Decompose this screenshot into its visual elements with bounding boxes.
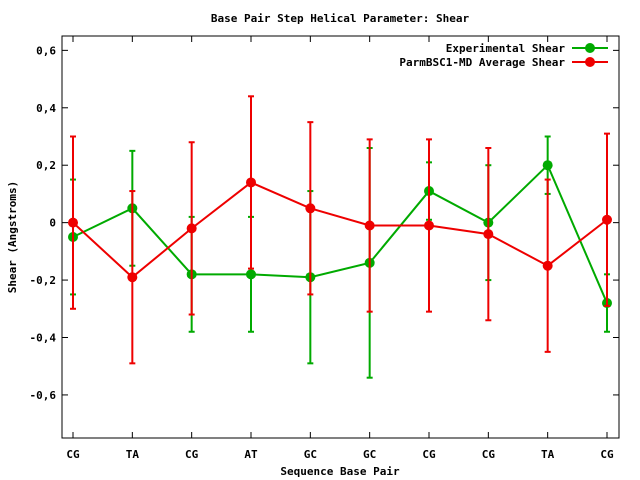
legend-label: ParmBSC1-MD Average Shear [399, 56, 565, 69]
data-point [68, 217, 78, 228]
y-tick-label: -0,4 [30, 332, 57, 345]
x-tick-label: CG [185, 448, 199, 461]
legend-label: Experimental Shear [446, 42, 566, 55]
legend-marker [585, 43, 595, 53]
data-point [246, 269, 256, 280]
y-tick-label: 0,6 [36, 44, 56, 57]
data-point [246, 177, 256, 188]
x-tick-label: CG [422, 448, 436, 461]
series-line [72, 181, 608, 279]
plot-area [68, 95, 612, 379]
y-tick-label: 0 [49, 217, 56, 230]
x-tick-label: CG [66, 448, 80, 461]
x-tick-label: TA [541, 448, 555, 461]
y-axis-label: Shear (Angstroms) [6, 181, 19, 294]
x-tick-label: CG [482, 448, 496, 461]
chart-title: Base Pair Step Helical Parameter: Shear [211, 12, 470, 25]
y-tick-label: -0,2 [30, 274, 57, 287]
data-point [305, 203, 316, 214]
x-tick-label: GC [363, 448, 376, 461]
data-point [602, 214, 612, 225]
legend-marker [585, 57, 595, 67]
data-point [127, 272, 138, 283]
series-2 [68, 95, 612, 365]
x-tick-label: GC [304, 448, 317, 461]
x-axis-ticks: CG TA CG AT GC GC CG CG TA CG [66, 36, 614, 461]
x-tick-label: TA [126, 448, 140, 461]
data-point [542, 160, 553, 171]
x-tick-label: AT [244, 448, 258, 461]
y-tick-label: 0,2 [36, 159, 56, 172]
x-axis-label: Sequence Base Pair [280, 465, 400, 478]
x-tick-label: CG [600, 448, 614, 461]
data-point [424, 220, 434, 231]
data-point [186, 223, 197, 234]
y-axis-ticks: -0,6 -0,4 -0,2 0 0,2 0,4 0,6 [30, 44, 619, 402]
data-point [542, 260, 553, 271]
y-tick-label: -0,6 [30, 389, 57, 402]
y-tick-label: 0,4 [36, 102, 56, 115]
plot-frame [61, 35, 620, 439]
data-point [483, 229, 494, 240]
data-point [364, 220, 375, 231]
series-line [72, 163, 608, 304]
